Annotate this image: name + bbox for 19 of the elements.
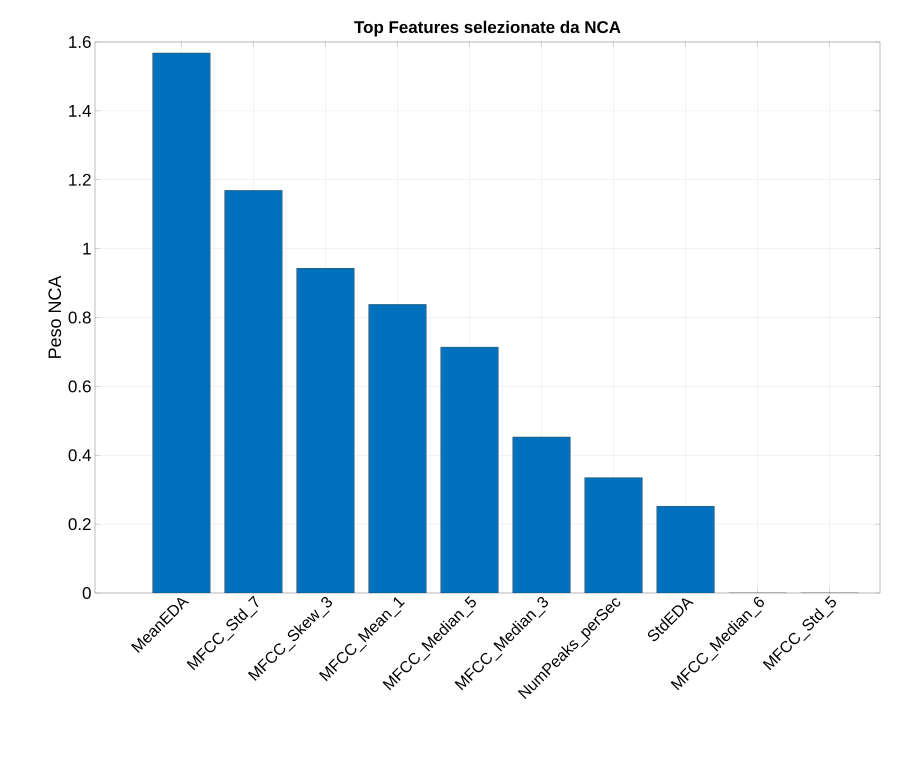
bar bbox=[584, 478, 642, 593]
y-axis-title: Peso NCA bbox=[48, 276, 62, 358]
y-tick-label: 0.2 bbox=[68, 518, 91, 530]
y-tick-label: 1.2 bbox=[69, 174, 91, 186]
y-tick-label: 1.4 bbox=[69, 105, 91, 117]
bar bbox=[152, 53, 210, 593]
bar bbox=[296, 268, 354, 593]
bar bbox=[512, 436, 570, 593]
bar bbox=[368, 304, 426, 593]
y-tick-label: 0.4 bbox=[68, 449, 91, 462]
y-tick-label: 0 bbox=[82, 587, 91, 599]
bar bbox=[440, 347, 498, 593]
y-tick-label: 0.6 bbox=[68, 380, 91, 392]
chart-title: Top Features selezionate da NCA bbox=[354, 20, 621, 36]
y-tick-label: 1.6 bbox=[69, 36, 91, 48]
bar bbox=[656, 506, 714, 593]
bar bbox=[224, 190, 282, 593]
y-tick-label: 0.8 bbox=[68, 312, 91, 324]
y-tick-label: 1 bbox=[83, 242, 91, 254]
